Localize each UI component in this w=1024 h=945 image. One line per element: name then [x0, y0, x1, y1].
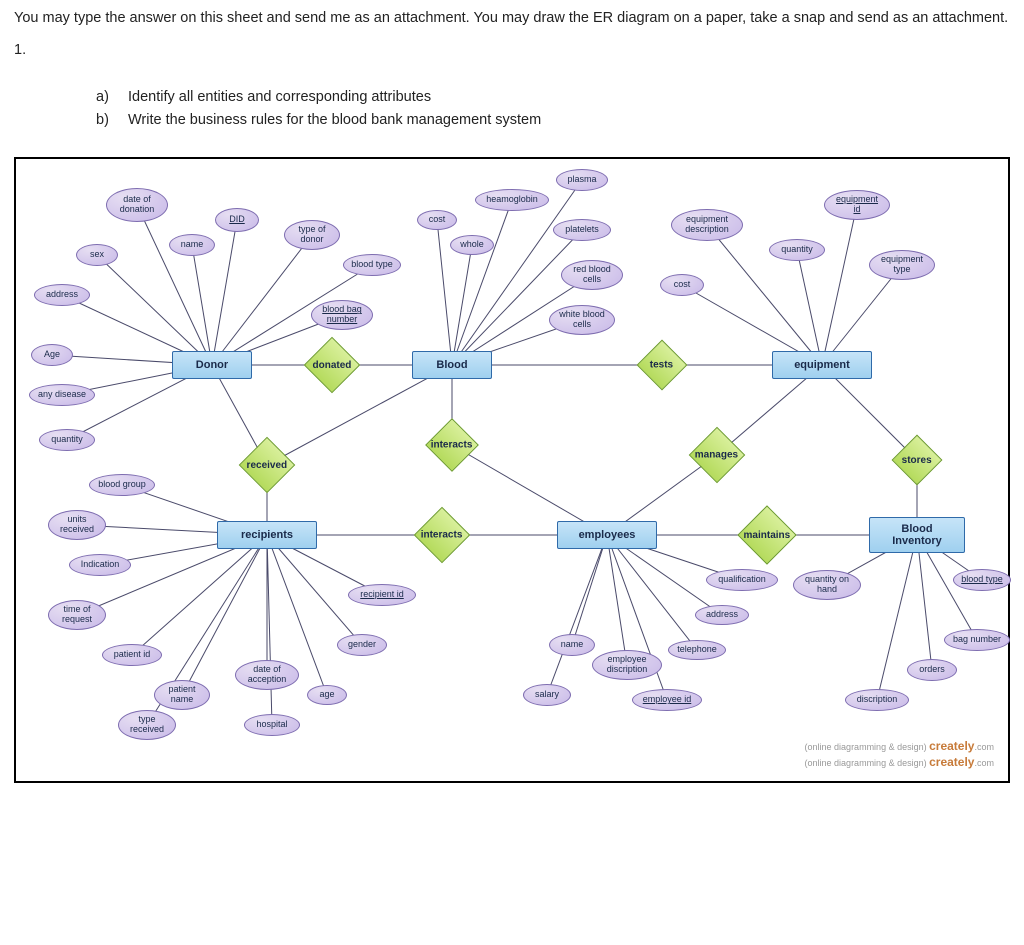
er-diagram: (online diagramming & design) creately.c… [22, 165, 1002, 775]
node-r_pname: patient name [154, 680, 210, 710]
node-em_addr: address [695, 605, 749, 625]
node-inventory: Blood Inventory [869, 517, 965, 553]
node-d_date: date of donation [106, 188, 168, 222]
node-em_sal: salary [523, 684, 571, 706]
node-r_bgroup: blood group [89, 474, 155, 496]
sub-a-label: a) [96, 86, 114, 108]
diagram-frame: (online diagramming & design) creately.c… [14, 157, 1010, 783]
node-em_name: name [549, 634, 595, 656]
node-i_desc: discription [845, 689, 909, 711]
instruction-text: You may type the answer on this sheet an… [14, 8, 1010, 28]
node-r_age: age [307, 685, 347, 705]
node-d_did: DID [215, 208, 259, 232]
node-b_red: red blood cells [561, 260, 623, 290]
node-em_qual: qualification [706, 569, 778, 591]
node-em_desc: employee discription [592, 650, 662, 680]
sub-a-text: Identify all entities and corresponding … [128, 86, 431, 108]
node-b_cost: cost [417, 210, 457, 230]
node-r_trecv: type received [118, 710, 176, 740]
node-equipment: equipment [772, 351, 872, 379]
watermark-1: (online diagramming & design) creately.c… [805, 739, 994, 753]
node-e_qty: quantity [769, 239, 825, 261]
node-r_hosp: hospital [244, 714, 300, 736]
sub-questions: a) Identify all entities and correspondi… [96, 86, 1010, 131]
node-e_desc: equipment description [671, 209, 743, 241]
node-d_name: name [169, 234, 215, 256]
node-r_da: date of acception [235, 660, 299, 690]
watermark-2: (online diagramming & design) creately.c… [805, 755, 994, 769]
node-r_pid: patient id [102, 644, 162, 666]
node-b_hemo: heamoglobin [475, 189, 549, 211]
node-blood: Blood [412, 351, 492, 379]
node-b_whole: whole [450, 235, 494, 255]
node-d_qty: quantity [39, 429, 95, 451]
node-e_cost: cost [660, 274, 704, 296]
node-d_sex: sex [76, 244, 118, 266]
sub-b-text: Write the business rules for the blood b… [128, 109, 541, 131]
node-recipients: recipients [217, 521, 317, 549]
node-d_bag: blood bag number [311, 300, 373, 330]
node-d_type: type of donor [284, 220, 340, 250]
node-r_ind: Indication [69, 554, 131, 576]
node-b_white: white blood cells [549, 305, 615, 335]
node-r_gender: gender [337, 634, 387, 656]
node-r_units: units received [48, 510, 106, 540]
node-d_btype: blood type [343, 254, 401, 276]
node-em_tel: telephone [668, 640, 726, 660]
node-i_orders: orders [907, 659, 957, 681]
node-d_addr: address [34, 284, 90, 306]
node-employees: employees [557, 521, 657, 549]
node-i_bag: bag number [944, 629, 1010, 651]
node-i_qoh: quantity on hand [793, 570, 861, 600]
node-e_id: equipment id [824, 190, 890, 220]
node-r_rid: recipient id [348, 584, 416, 606]
node-donor: Donor [172, 351, 252, 379]
node-b_plasma: plasma [556, 169, 608, 191]
node-i_btype: blood type [953, 569, 1011, 591]
node-r_time: time of request [48, 600, 106, 630]
node-e_type: equipment type [869, 250, 935, 280]
node-em_id: employee id [632, 689, 702, 711]
node-d_age: Age [31, 344, 73, 366]
question-number: 1. [14, 42, 1010, 58]
node-b_plate: platelets [553, 219, 611, 241]
node-d_any: any disease [29, 384, 95, 406]
sub-b-label: b) [96, 109, 114, 131]
